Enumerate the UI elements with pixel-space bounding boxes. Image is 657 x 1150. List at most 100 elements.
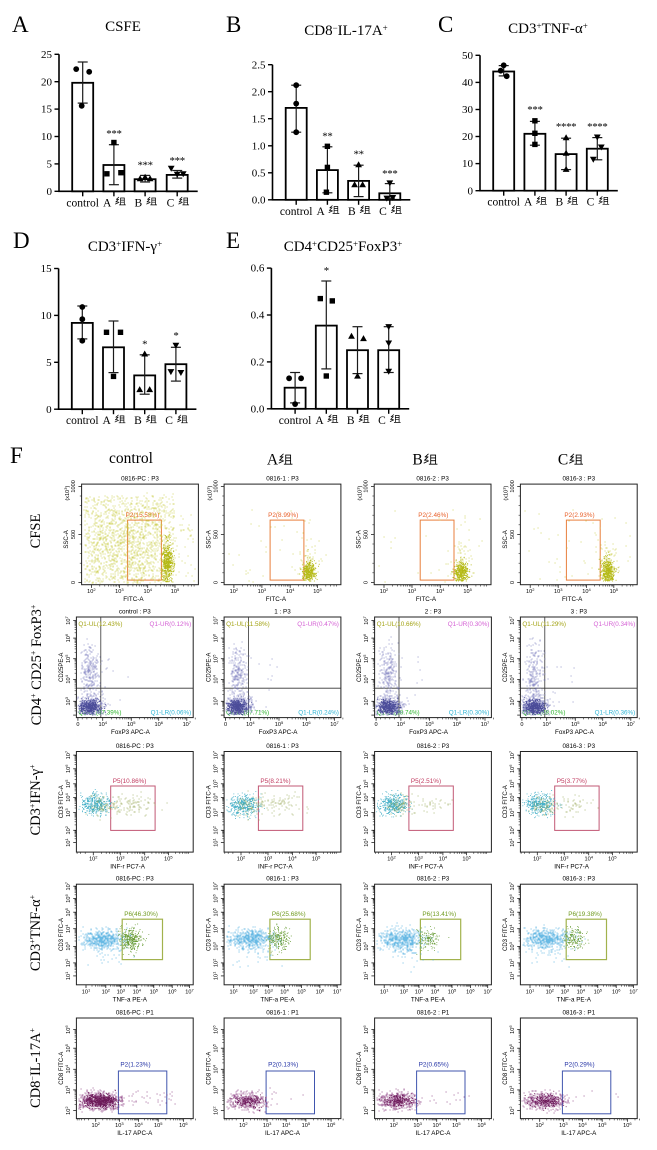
- svg-text:106: 106: [362, 633, 370, 642]
- svg-text:107: 107: [362, 750, 370, 759]
- svg-text:103: 103: [64, 1085, 72, 1094]
- svg-text:102: 102: [526, 587, 535, 595]
- svg-text:104: 104: [282, 1121, 291, 1129]
- svg-text:103: 103: [64, 808, 72, 817]
- svg-text:102: 102: [508, 825, 516, 834]
- svg-text:***: ***: [382, 168, 397, 180]
- svg-text:106: 106: [154, 720, 163, 728]
- svg-text:103: 103: [362, 941, 370, 950]
- svg-text:0: 0: [71, 581, 77, 584]
- svg-text:5: 5: [47, 159, 53, 171]
- svg-text:B: B: [412, 452, 422, 469]
- svg-text:103: 103: [413, 1121, 422, 1129]
- svg-text:0816-2 : P3: 0816-2 : P3: [416, 476, 449, 483]
- svg-text:10: 10: [462, 158, 474, 170]
- svg-text:105: 105: [212, 779, 220, 788]
- svg-text:2.0: 2.0: [252, 86, 266, 98]
- svg-text:102: 102: [64, 825, 72, 834]
- svg-text:SSC-A: SSC-A: [503, 530, 509, 548]
- svg-text:106: 106: [623, 1121, 632, 1129]
- svg-text:CD25PE-A: CD25PE-A: [207, 653, 213, 682]
- svg-text:*: *: [142, 338, 147, 350]
- svg-text:103: 103: [561, 987, 570, 995]
- svg-text:0: 0: [214, 581, 220, 584]
- svg-text:104: 104: [362, 924, 370, 933]
- svg-text:30: 30: [462, 104, 474, 116]
- svg-text:P5(3.77%): P5(3.77%): [557, 778, 587, 785]
- svg-text:106: 106: [64, 1025, 72, 1034]
- svg-text:105: 105: [212, 907, 220, 916]
- svg-text:0: 0: [224, 722, 227, 728]
- svg-text:106: 106: [64, 633, 72, 642]
- svg-text:0816-PC : P3: 0816-PC : P3: [116, 876, 154, 883]
- svg-text:INF-r PC7-A: INF-r PC7-A: [554, 864, 589, 871]
- svg-text:106: 106: [598, 720, 607, 728]
- svg-text:CSFE: CSFE: [105, 19, 141, 35]
- svg-text:102: 102: [400, 987, 409, 995]
- svg-text:107: 107: [483, 987, 492, 995]
- svg-text:CD3 FITC-A: CD3 FITC-A: [207, 785, 213, 818]
- svg-text:CD3+IFN-γ+: CD3+IFN-γ+: [28, 764, 44, 836]
- svg-text:105: 105: [154, 1121, 163, 1129]
- svg-text:105: 105: [64, 654, 72, 663]
- svg-text:101: 101: [508, 971, 516, 980]
- svg-text:103: 103: [212, 696, 220, 705]
- svg-text:*: *: [324, 265, 329, 277]
- svg-text:102: 102: [546, 987, 555, 995]
- svg-text:104: 104: [280, 987, 289, 995]
- svg-text:(x103): (x103): [502, 485, 510, 500]
- svg-text:105: 105: [610, 587, 619, 595]
- svg-text:102: 102: [64, 958, 72, 967]
- svg-text:104: 104: [432, 1121, 441, 1129]
- svg-text:FITC-A: FITC-A: [416, 596, 437, 603]
- svg-text:FITC-A: FITC-A: [266, 596, 287, 603]
- svg-text:106: 106: [168, 987, 177, 995]
- svg-text:50: 50: [462, 50, 474, 62]
- svg-text:102: 102: [91, 1121, 100, 1129]
- svg-text:106: 106: [362, 894, 370, 903]
- svg-text:102: 102: [362, 958, 370, 967]
- svg-text:0.4: 0.4: [251, 310, 265, 322]
- svg-text:106: 106: [477, 1121, 486, 1129]
- svg-text:105: 105: [462, 855, 471, 863]
- svg-text:Q1-LR(0.30%): Q1-LR(0.30%): [449, 710, 490, 717]
- svg-text:C: C: [587, 197, 595, 209]
- svg-text:Q1-UR(0.47%): Q1-UR(0.47%): [297, 621, 339, 628]
- svg-text:105: 105: [362, 779, 370, 788]
- svg-text:E: E: [226, 228, 240, 253]
- svg-text:TNF-a PE-A: TNF-a PE-A: [557, 996, 592, 1003]
- svg-text:104: 104: [286, 587, 295, 595]
- svg-text:C: C: [165, 415, 173, 427]
- svg-text:P6(25.68%): P6(25.68%): [272, 911, 306, 918]
- svg-text:104: 104: [584, 855, 593, 863]
- svg-text:105: 105: [212, 654, 220, 663]
- svg-text:104: 104: [436, 587, 445, 595]
- svg-text:0: 0: [510, 581, 516, 584]
- svg-text:103: 103: [508, 696, 516, 705]
- svg-text:103: 103: [258, 587, 267, 595]
- svg-text:0: 0: [520, 722, 523, 728]
- svg-text:104: 104: [246, 720, 255, 728]
- svg-text:103: 103: [362, 808, 370, 817]
- svg-text:104: 104: [143, 587, 152, 595]
- svg-text:***: ***: [170, 155, 185, 167]
- svg-text:0816-3 : P3: 0816-3 : P3: [563, 476, 596, 483]
- svg-text:103: 103: [263, 1121, 272, 1129]
- svg-text:107: 107: [362, 881, 370, 890]
- svg-text:P6(19.38%): P6(19.38%): [568, 911, 602, 918]
- svg-text:B: B: [134, 415, 142, 427]
- svg-text:103: 103: [362, 1085, 370, 1094]
- svg-text:0816-1 : P3: 0816-1 : P3: [266, 476, 299, 483]
- svg-text:104: 104: [140, 855, 149, 863]
- svg-text:104: 104: [64, 674, 72, 683]
- svg-text:0816-2 : P3: 0816-2 : P3: [417, 743, 450, 750]
- svg-text:104: 104: [64, 1064, 72, 1073]
- svg-text:500: 500: [510, 530, 516, 539]
- svg-text:105: 105: [448, 987, 457, 995]
- svg-text:SSC-A: SSC-A: [357, 530, 363, 548]
- svg-text:107: 107: [330, 720, 339, 728]
- svg-text:Q1-UL(11.58%): Q1-UL(11.58%): [226, 621, 270, 628]
- svg-text:P2(2.46%): P2(2.46%): [418, 512, 448, 519]
- svg-text:1000: 1000: [71, 480, 77, 492]
- svg-text:104: 104: [508, 924, 516, 933]
